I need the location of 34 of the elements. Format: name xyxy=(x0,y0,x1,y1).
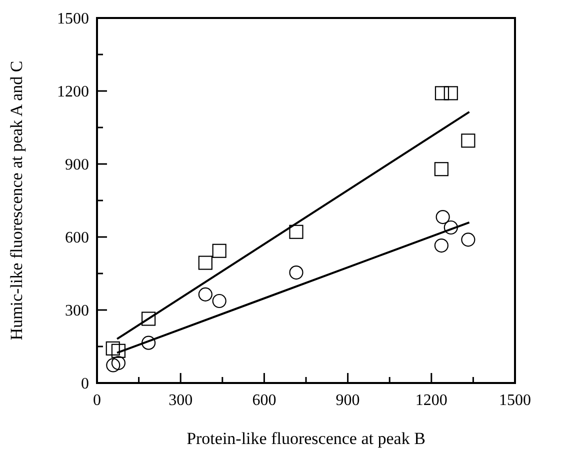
point xyxy=(142,336,156,350)
point xyxy=(198,287,212,302)
y-tick-label: 1200 xyxy=(57,84,89,100)
point xyxy=(461,134,476,148)
y-tick-label: 600 xyxy=(65,230,89,246)
point xyxy=(111,344,126,358)
x-tick-label: 300 xyxy=(168,392,193,409)
point xyxy=(212,244,226,258)
point xyxy=(111,356,126,370)
x-axis-title: Protein-like fluorescence at peak B xyxy=(186,429,426,448)
point xyxy=(434,162,448,176)
x-tick-label: 900 xyxy=(336,392,360,409)
x-tick-label: 0 xyxy=(93,392,101,409)
y-tick-label: 900 xyxy=(65,156,89,174)
y-tick-label: 1500 xyxy=(57,10,89,28)
point xyxy=(434,86,450,100)
point xyxy=(444,86,458,100)
y-axis-title: Humic-like fluorescence at peak A and C xyxy=(7,60,26,340)
point xyxy=(212,294,226,308)
point xyxy=(434,238,448,253)
y-tick-label: 0 xyxy=(81,376,89,392)
point xyxy=(289,265,304,280)
point xyxy=(198,256,212,270)
y-tick-label: 300 xyxy=(65,302,89,320)
x-tick-label: 1500 xyxy=(499,392,531,409)
point xyxy=(444,220,458,235)
point xyxy=(106,358,120,372)
point xyxy=(106,341,120,356)
point xyxy=(461,232,476,247)
point xyxy=(289,224,304,239)
point xyxy=(142,312,156,326)
x-tick-label: 1200 xyxy=(415,392,448,409)
point xyxy=(436,210,450,224)
x-tick-label: 600 xyxy=(252,392,276,409)
